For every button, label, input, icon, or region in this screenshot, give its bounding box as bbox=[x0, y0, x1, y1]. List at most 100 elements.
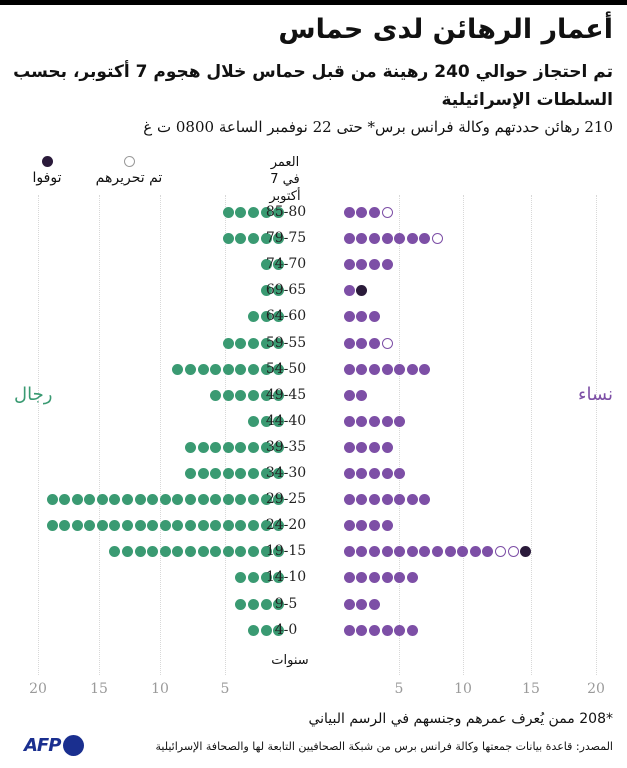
women-dots bbox=[343, 441, 393, 453]
x-tick: 10 bbox=[454, 681, 472, 697]
woman-dot bbox=[343, 441, 355, 453]
legend-released-label: تم تحريرهم bbox=[95, 170, 163, 186]
woman-dot bbox=[381, 494, 393, 506]
woman-dot bbox=[343, 311, 355, 323]
woman-dot bbox=[343, 233, 355, 245]
woman-dot bbox=[356, 546, 368, 558]
men-dots bbox=[222, 207, 285, 218]
man-dot bbox=[260, 337, 272, 349]
age-label: 29-25 bbox=[265, 491, 307, 508]
man-dot bbox=[273, 624, 285, 636]
gridline bbox=[596, 195, 597, 675]
gridline bbox=[399, 195, 400, 675]
woman-dot bbox=[356, 311, 368, 323]
women-dots bbox=[343, 285, 368, 297]
woman-dot bbox=[356, 468, 368, 479]
men-label: رجال bbox=[14, 384, 53, 405]
man-dot bbox=[235, 337, 247, 349]
men-dots bbox=[222, 233, 285, 245]
woman-dot bbox=[381, 441, 393, 453]
men-dots bbox=[235, 598, 285, 610]
legend-dead-label: توفوا bbox=[32, 170, 62, 186]
women-dots bbox=[343, 233, 444, 245]
woman-dot bbox=[356, 441, 368, 453]
man-dot bbox=[147, 494, 159, 506]
man-dot bbox=[134, 520, 146, 532]
man-dot bbox=[260, 285, 272, 297]
age-row: 54-50 bbox=[0, 360, 627, 380]
women-dots bbox=[343, 520, 393, 532]
man-dot bbox=[235, 363, 247, 375]
women-dots bbox=[343, 598, 381, 610]
age-row: 79-75 bbox=[0, 229, 627, 249]
man-dot bbox=[222, 207, 234, 218]
age-row: 34-30 bbox=[0, 464, 627, 484]
man-dot bbox=[210, 363, 222, 375]
woman-dot bbox=[381, 233, 393, 245]
released-dot bbox=[431, 233, 443, 245]
woman-dot bbox=[343, 520, 355, 532]
woman-dot bbox=[368, 494, 380, 506]
man-dot bbox=[248, 598, 260, 610]
woman-dot bbox=[394, 363, 406, 375]
age-label: 49-45 bbox=[265, 386, 307, 403]
man-dot bbox=[273, 207, 285, 218]
woman-dot bbox=[419, 546, 431, 558]
age-label: 39-35 bbox=[265, 438, 307, 455]
man-dot bbox=[248, 441, 260, 453]
man-dot bbox=[248, 389, 260, 401]
age-row: 14-10 bbox=[0, 568, 627, 588]
woman-dot bbox=[381, 363, 393, 375]
woman-dot bbox=[343, 259, 355, 271]
man-dot bbox=[235, 441, 247, 453]
x-tick: 15 bbox=[522, 681, 540, 697]
dead-dot-icon bbox=[41, 156, 53, 167]
woman-dot bbox=[394, 572, 406, 584]
age-label: 69-65 bbox=[265, 282, 307, 299]
top-bar bbox=[0, 0, 627, 5]
man-dot bbox=[46, 520, 58, 532]
man-dot bbox=[197, 468, 209, 479]
man-dot bbox=[273, 389, 285, 401]
man-dot bbox=[260, 233, 272, 245]
man-dot bbox=[235, 572, 247, 584]
men-dots bbox=[260, 259, 285, 271]
gridline bbox=[531, 195, 532, 675]
woman-dot bbox=[368, 572, 380, 584]
man-dot bbox=[248, 494, 260, 506]
man-dot bbox=[159, 546, 171, 558]
man-dot bbox=[71, 494, 83, 506]
age-heading-line1: العمر bbox=[270, 155, 300, 170]
woman-dot bbox=[368, 337, 380, 349]
woman-dot bbox=[381, 572, 393, 584]
chart-note: 210 رهائن حددتهم وكالة فرانس برس* حتى 22… bbox=[143, 118, 613, 136]
man-dot bbox=[122, 494, 134, 506]
woman-dot bbox=[419, 363, 431, 375]
woman-dot bbox=[469, 546, 481, 558]
afp-logo-ball-icon bbox=[63, 735, 85, 756]
men-dots bbox=[247, 624, 285, 636]
man-dot bbox=[210, 389, 222, 401]
man-dot bbox=[260, 415, 272, 427]
woman-dot bbox=[368, 546, 380, 558]
age-label: 19-15 bbox=[265, 543, 307, 560]
man-dot bbox=[210, 520, 222, 532]
age-row: 74-70 bbox=[0, 255, 627, 275]
woman-dot bbox=[356, 233, 368, 245]
man-dot bbox=[248, 207, 260, 218]
man-dot bbox=[248, 624, 260, 636]
man-dot bbox=[222, 441, 234, 453]
woman-dot bbox=[368, 363, 380, 375]
man-dot bbox=[109, 546, 121, 558]
men-dots bbox=[235, 572, 285, 584]
age-row: 44-40 bbox=[0, 412, 627, 432]
man-dot bbox=[222, 363, 234, 375]
woman-dot bbox=[394, 624, 406, 636]
man-dot bbox=[273, 285, 285, 297]
woman-dot bbox=[406, 494, 418, 506]
gridline bbox=[225, 195, 226, 675]
man-dot bbox=[235, 598, 247, 610]
man-dot bbox=[273, 415, 285, 427]
woman-dot bbox=[368, 207, 380, 218]
man-dot bbox=[273, 337, 285, 349]
